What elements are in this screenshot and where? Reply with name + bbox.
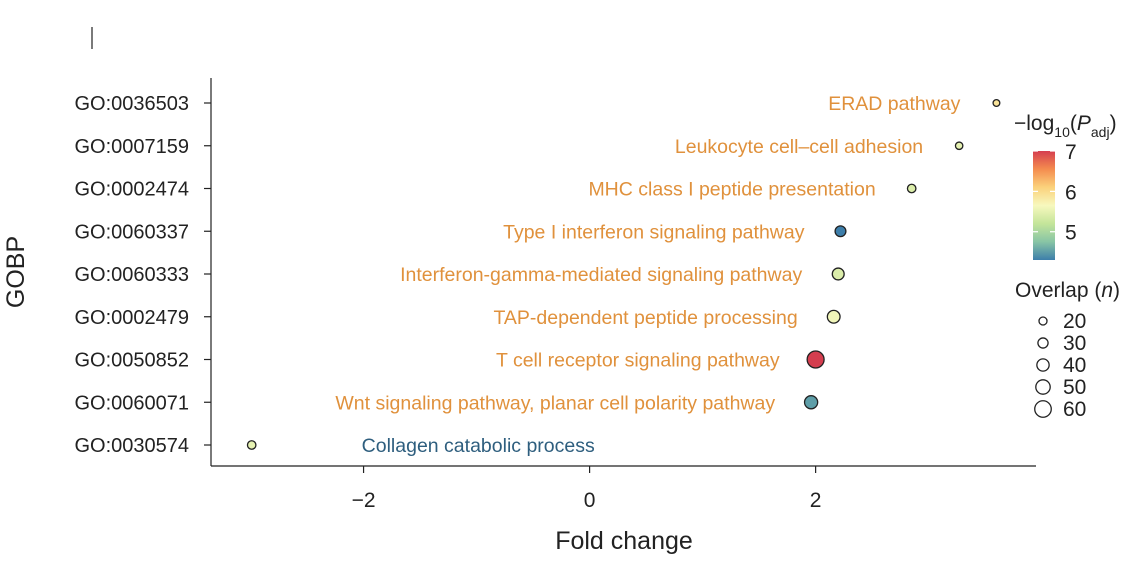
size-legend-title-part: Overlap (	[1015, 279, 1101, 302]
data-point	[806, 350, 825, 369]
term-label: T cell receptor signaling pathway	[496, 350, 780, 372]
term-label: Leukocyte cell–cell adhesion	[675, 136, 923, 158]
size-legend-title: Overlap (n)	[1015, 279, 1120, 302]
colorbar-tick-label: 5	[1065, 222, 1077, 245]
y-tick-label: GO:0060071	[74, 392, 189, 414]
size-legend-title-part: n	[1101, 279, 1113, 302]
y-tick-label: GO:0002479	[74, 307, 189, 329]
size-legend-circle	[1038, 316, 1048, 326]
color-legend-title-part: (	[1070, 112, 1077, 135]
data-point	[831, 267, 845, 281]
y-tick-label: GO:0060333	[74, 264, 189, 286]
data-point	[954, 141, 964, 151]
size-legend-circle	[1037, 337, 1049, 349]
size-legend-label: 60	[1063, 398, 1086, 421]
data-point	[826, 309, 841, 324]
data-point	[834, 225, 847, 238]
y-tick-label: GO:0036503	[74, 93, 189, 115]
colorbar-tick-label: 7	[1065, 141, 1077, 164]
data-point	[803, 395, 819, 410]
term-label: Type I interferon signaling pathway	[503, 221, 805, 243]
term-label: Collagen catabolic process	[362, 435, 595, 457]
data-point	[246, 440, 257, 450]
term-label: MHC class I peptide presentation	[588, 179, 875, 201]
term-label: Wnt signaling pathway, planar cell polar…	[335, 392, 775, 414]
term-label: ERAD pathway	[828, 93, 960, 115]
size-legend-title-part: )	[1113, 279, 1120, 302]
colorbar-tick-label: 6	[1065, 181, 1077, 204]
size-legend-label: 30	[1063, 332, 1086, 355]
color-legend-title-part: −log	[1014, 112, 1054, 135]
x-axis-title: Fold change	[555, 527, 693, 555]
size-legend-label: 20	[1063, 310, 1086, 333]
color-legend-title-part: P	[1077, 112, 1091, 135]
color-legend-title-part: )	[1110, 112, 1117, 135]
y-tick-label: GO:0050852	[74, 350, 189, 372]
x-tick-label: 2	[810, 489, 822, 512]
term-label: TAP-dependent peptide processing	[493, 307, 797, 329]
y-tick-label: GO:0002474	[74, 179, 189, 201]
color-legend-title-part: 10	[1054, 124, 1070, 140]
size-legend-label: 40	[1063, 354, 1086, 377]
size-legend-circle	[1036, 358, 1050, 372]
x-tick-label: 0	[584, 489, 596, 512]
term-label: Interferon-gamma-mediated signaling path…	[400, 264, 802, 286]
y-tick-label: GO:0007159	[74, 136, 189, 158]
y-tick-label: GO:0060337	[74, 221, 189, 243]
size-legend-circle	[1034, 400, 1052, 418]
colorbar	[1033, 151, 1055, 260]
y-tick-label: GO:0030574	[74, 435, 189, 457]
size-legend-label: 50	[1063, 376, 1086, 399]
size-legend-circle	[1035, 379, 1051, 395]
color-legend-title-part: adj	[1091, 124, 1110, 140]
data-point	[906, 183, 917, 194]
color-legend-title: −log10(Padj)	[1014, 112, 1117, 140]
y-axis-title: GOBP	[2, 236, 30, 308]
data-points: ERAD pathway Leukocyte cell–cell adhesion…	[246, 93, 1001, 457]
x-tick-label: −2	[352, 489, 376, 512]
axes: −2 0 2 Fold change GOBP GO:0036503 GO:0007159 G…	[2, 78, 1036, 555]
data-point	[992, 98, 1001, 108]
